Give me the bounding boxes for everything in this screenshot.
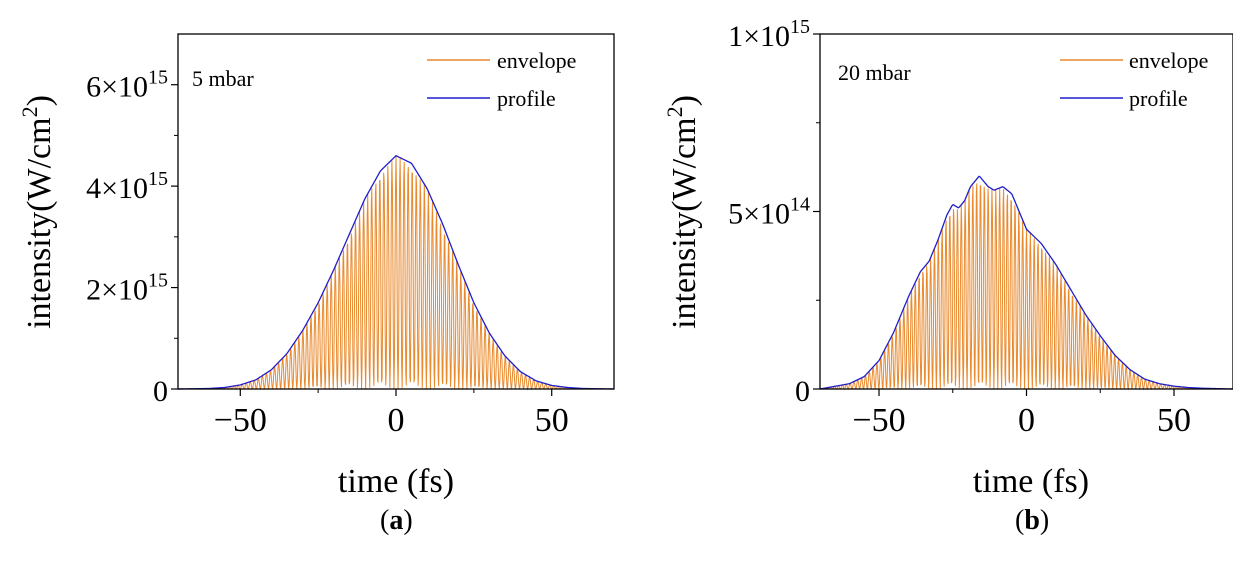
y-tick-label-a: 4×1015 — [86, 168, 168, 205]
x-tick-label-a: 0 — [388, 402, 405, 439]
panel-caption-a: (a) — [380, 505, 413, 536]
y-tick-label-a: 0 — [153, 375, 168, 408]
x-axis-label-b: time (fs) — [973, 463, 1089, 500]
legend-label-envelope-b: envelope — [1129, 48, 1208, 73]
annotation-b: 20 mbar — [838, 60, 911, 85]
x-tick-label-a: 50 — [535, 402, 569, 439]
y-axis-label-b: intensity(W/cm2) — [662, 95, 703, 329]
y-tick-label-b: 0 — [795, 375, 810, 408]
series-profile-b — [819, 175, 1233, 390]
y-tick-label-a: 2×1015 — [86, 270, 168, 307]
x-tick-label-b: −50 — [852, 402, 905, 439]
legend-label-profile-a: profile — [497, 86, 556, 111]
series-envelope-b — [819, 183, 1233, 391]
series-layer-a — [177, 154, 615, 391]
panel-a: −50 0 50 0 2×1015 4×1015 6×1015 5 mbar envelop… — [17, 33, 615, 500]
series-layer-b — [819, 175, 1233, 391]
panel-caption-b: (b) — [1015, 505, 1050, 536]
legend-label-profile-b: profile — [1129, 86, 1188, 111]
ticks-layer-a: −50 0 50 0 2×1015 4×1015 6×1015 — [86, 67, 569, 439]
legend-label-envelope-a: envelope — [497, 48, 576, 73]
x-axis-label-a: time (fs) — [338, 463, 454, 500]
panel-b: −50 0 50 0 5×1014 1×1015 20 mbar envelope pro… — [662, 16, 1233, 500]
legend-b: envelope profile — [1060, 48, 1208, 111]
y-axis-label-a: intensity(W/cm2) — [17, 95, 58, 329]
legend-a: envelope profile — [427, 48, 576, 111]
series-profile-a — [177, 154, 615, 390]
svg-text:intensity(W/cm2): intensity(W/cm2) — [17, 95, 58, 329]
x-tick-label-a: −50 — [214, 402, 267, 439]
y-tick-label-b: 1×1015 — [728, 16, 810, 53]
y-tick-label-b: 5×1014 — [728, 194, 810, 231]
x-tick-label-b: 50 — [1157, 402, 1191, 439]
ticks-layer-b: −50 0 50 0 5×1014 1×1015 — [728, 16, 1191, 439]
y-tick-label-a: 6×1015 — [86, 67, 168, 104]
annotation-a: 5 mbar — [192, 66, 254, 91]
svg-text:intensity(W/cm2): intensity(W/cm2) — [662, 95, 703, 329]
x-tick-label-b: 0 — [1018, 402, 1035, 439]
series-envelope-a — [178, 155, 614, 391]
